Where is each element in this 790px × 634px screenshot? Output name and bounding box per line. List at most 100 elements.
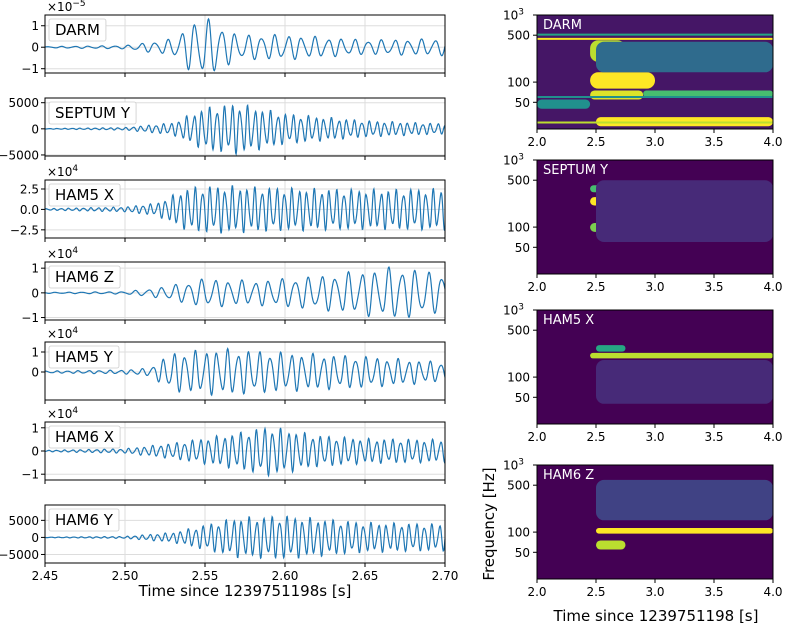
x-tick-label: 3.0 — [645, 585, 664, 599]
x-tick-label: 3.0 — [645, 135, 664, 149]
y-tick-exponent: 3 — [518, 8, 524, 18]
axes-frame — [44, 97, 446, 157]
spectrogram-panel-0: 50 100 500 103 2.0 2.5 3.0 3.5 4.0 DARM — [503, 8, 783, 150]
y-tick-label: 103 — [503, 458, 524, 473]
y-multiplier-exponent: 4 — [72, 164, 78, 174]
x-tick-label: 2.45 — [32, 569, 59, 583]
y-tick-label: 500 — [507, 479, 530, 493]
y-tick-label: 50 — [515, 391, 530, 405]
signal-trace — [44, 266, 446, 319]
x-tick-label: 3.0 — [645, 280, 664, 294]
channel-label: SEPTUM Y — [55, 104, 131, 122]
spectrogram-panel-3: 50 100 500 103 2.0 2.5 3.0 3.5 4.0 HAM6 Z — [503, 458, 783, 600]
y-tick-label: 100 — [507, 526, 530, 540]
spectrogram-power-region — [590, 72, 655, 89]
spectrogram-power-region — [596, 479, 773, 521]
channel-label: HAM5 Y — [55, 348, 114, 366]
y-tick-label: 100 — [507, 221, 530, 235]
x-tick-label: 2.0 — [527, 585, 546, 599]
x-tick-label: 4.0 — [763, 280, 782, 294]
y-tick-label: 103 — [503, 8, 524, 23]
spectrogram-image — [537, 310, 773, 424]
y-multiplier: ×104 — [47, 326, 78, 341]
y-tick-label: −1 — [21, 468, 39, 482]
spectrogram-power-region — [643, 90, 773, 97]
x-tick-label: 4.0 — [763, 430, 782, 444]
y-tick-exponent: 3 — [518, 153, 524, 163]
spectrogram-power-region — [596, 359, 773, 404]
y-multiplier: ×104 — [47, 406, 78, 421]
spectrogram-power-region — [596, 528, 773, 534]
channel-label-box — [48, 183, 121, 207]
y-tick-label: 0 — [31, 366, 39, 380]
axes-frame — [44, 261, 446, 321]
channel-label: HAM6 Z — [55, 268, 114, 286]
spectrogram-channel-label: SEPTUM Y — [543, 163, 608, 178]
y-tick-label: 0 — [31, 445, 39, 459]
y-multiplier: ×104 — [47, 246, 78, 261]
channel-label: DARM — [55, 21, 100, 39]
y-tick-exponent: 3 — [518, 303, 524, 313]
x-tick-label: 2.0 — [527, 280, 546, 294]
x-tick-label: 2.60 — [272, 569, 299, 583]
y-tick-label: 1 — [31, 19, 39, 33]
time-series-panel-1: 5000 0 −5000 SEPTUM Y — [0, 96, 446, 162]
y-multiplier-exponent: 4 — [72, 246, 78, 256]
signal-trace — [44, 103, 446, 157]
y-tick-label: 1 — [31, 421, 39, 435]
x-tick-label: 2.55 — [192, 569, 219, 583]
channel-label-box — [48, 508, 120, 532]
y-tick-label: 2.5 — [20, 182, 39, 196]
spectrogram-image — [537, 465, 773, 579]
x-tick-label: 2.0 — [527, 135, 546, 149]
channel-label: HAM6 X — [55, 428, 114, 446]
y-tick-label: 500 — [507, 174, 530, 188]
channel-label-box — [48, 345, 120, 369]
y-tick-label: −1 — [21, 311, 39, 325]
x-tick-label: 2.5 — [586, 280, 605, 294]
axes-frame — [44, 179, 446, 239]
spectrogram-power-region — [596, 540, 626, 550]
x-tick-label: 2.5 — [586, 585, 605, 599]
spectrogram-channel-label: DARM — [543, 18, 582, 33]
y-tick-exponent: 3 — [518, 458, 524, 468]
y-tick-label: 100 — [507, 371, 530, 385]
y-tick-label: 0 — [31, 531, 39, 545]
spectrogram-channel-label: HAM6 Z — [543, 468, 594, 483]
signal-trace — [44, 17, 446, 72]
signal-trace — [44, 347, 446, 397]
x-tick-label: 3.5 — [704, 135, 723, 149]
y-tick-label: 0 — [31, 41, 39, 55]
x-tick-label: 4.0 — [763, 135, 782, 149]
channel-label-box — [48, 18, 107, 42]
y-tick-label: −5000 — [0, 548, 39, 562]
signal-trace — [44, 515, 446, 560]
y-multiplier-exponent: −5 — [72, 0, 85, 9]
spectrogram-xlabel: Time since 1239751198 [s] — [553, 607, 759, 625]
x-tick-label: 4.0 — [763, 585, 782, 599]
y-tick-label: 0 — [31, 122, 39, 136]
y-tick-label: 50 — [515, 96, 530, 110]
y-multiplier-exponent: 4 — [72, 406, 78, 416]
signal-trace — [44, 426, 446, 478]
y-tick-label: 50 — [515, 241, 530, 255]
x-tick-label: 2.65 — [352, 569, 379, 583]
spectrogram-image — [537, 160, 773, 274]
y-multiplier: ×104 — [47, 164, 78, 179]
y-tick-label: 103 — [503, 303, 524, 318]
y-tick-label: 500 — [507, 324, 530, 338]
x-tick-label: 2.50 — [112, 569, 139, 583]
x-tick-label: 2.5 — [586, 430, 605, 444]
y-tick-label: 500 — [507, 29, 530, 43]
spectrogram-power-region — [596, 180, 773, 242]
y-tick-label: 103 — [503, 153, 524, 168]
x-tick-label: 2.70 — [432, 569, 459, 583]
y-tick-label: −1 — [21, 62, 39, 76]
x-tick-label: 3.5 — [704, 585, 723, 599]
channel-label-box — [48, 101, 137, 125]
spectrogram-power-region — [596, 345, 626, 352]
x-tick-label: 3.0 — [645, 430, 664, 444]
time-series-panel-6: 5000 0 −5000 HAM6 Y 2.45 2.50 2.55 2.60 2.65 2.70 — [0, 504, 459, 583]
